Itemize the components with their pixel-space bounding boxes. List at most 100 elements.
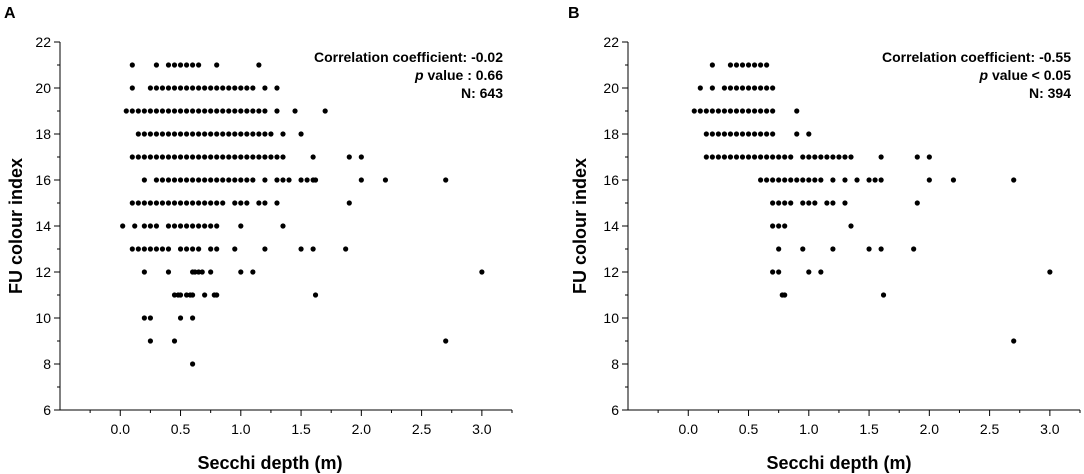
panel-b-x-tick-label: 0.0 xyxy=(679,421,699,437)
panel-a-data-point xyxy=(256,131,262,137)
panel-a-data-point xyxy=(274,177,280,183)
panel-a-data-point xyxy=(141,200,147,206)
panel-a-data-point xyxy=(129,108,135,114)
panel-a-data-point xyxy=(147,154,153,160)
panel-b-data-point xyxy=(697,85,703,91)
panel-a-data-point xyxy=(310,246,316,252)
panel-a-data-point xyxy=(238,154,244,160)
panel-a-data-point xyxy=(165,131,172,137)
panel-a-y-tick-label: 6 xyxy=(43,402,51,418)
panel-b-data-point xyxy=(709,154,715,160)
panel-a-n-label: N: 643 xyxy=(461,85,503,101)
panel-a-data-point xyxy=(196,246,202,252)
panel-b-data-point xyxy=(739,108,746,114)
panel-b-data-point xyxy=(757,108,764,114)
panel-a-y-tick-label: 20 xyxy=(35,80,51,96)
panel-b-data-point xyxy=(848,154,854,160)
panel-a-data-point xyxy=(358,154,364,160)
panel-a-data-point xyxy=(171,292,178,298)
panel-b-data-point xyxy=(830,200,836,206)
panel-a-data-point xyxy=(214,292,220,298)
panel-b-data-point xyxy=(1011,338,1017,344)
panel-a-data-point xyxy=(280,131,286,137)
panel-a-data-point xyxy=(153,131,160,137)
panel-a-data-point xyxy=(196,108,202,114)
panel-a-data-point xyxy=(165,200,172,206)
panel-b-data-point xyxy=(782,154,788,160)
panel-a-data-point xyxy=(129,85,135,91)
panel-b-data-point xyxy=(842,177,848,183)
panel-b-data-point xyxy=(703,131,709,137)
panel-b-data-point xyxy=(794,131,800,137)
panel-a-data-point xyxy=(214,85,220,91)
panel-a-data-point xyxy=(147,131,153,137)
panel-a-data-point xyxy=(310,154,316,160)
panel-a-data-point xyxy=(171,177,178,183)
panel-a-data-point xyxy=(226,108,232,114)
panel-b-y-tick-label: 18 xyxy=(603,126,619,142)
panel-b-data-point xyxy=(709,85,715,91)
panel-b-data-point xyxy=(776,223,782,229)
panel-a-data-point xyxy=(208,223,214,229)
panel-a-data-point xyxy=(220,131,226,137)
panel-b-data-point xyxy=(703,108,709,114)
panel-b-data-point xyxy=(830,246,836,252)
panel-a-x-tick-label: 0.5 xyxy=(171,421,191,437)
panel-b-x-ticks: 0.0 0.5 1.0 1.5 2.0 2.5 3.0 xyxy=(657,410,1081,437)
panel-a-data-point xyxy=(196,269,202,275)
panel-a-data-point xyxy=(196,131,202,137)
panel-a-data-point xyxy=(250,177,256,183)
panel-b-data-point xyxy=(866,177,872,183)
panel-b-data-point xyxy=(770,108,776,114)
panel-b-p-value-text: value < 0.05 xyxy=(988,67,1071,83)
panel-a-data-point xyxy=(232,108,238,114)
panel-a-data-point xyxy=(183,62,190,68)
panel-b-p-value-label: p value < 0.05 xyxy=(979,67,1072,83)
panel-b-data-point xyxy=(806,131,812,137)
panel-b-data-point xyxy=(800,177,806,183)
panel-a-data-point xyxy=(183,85,190,91)
panel-a-data-point xyxy=(141,177,147,183)
panel-a-data-point xyxy=(214,246,220,252)
panel-b-data-point xyxy=(776,269,782,275)
panel-b-data-point xyxy=(721,85,728,91)
panel-b-data-point xyxy=(800,200,806,206)
panel-a-p-value-label: p value : 0.66 xyxy=(414,67,503,83)
panel-b-correlation-label: Correlation coefficient: -0.55 xyxy=(882,49,1071,65)
panel-b-data-point xyxy=(764,108,770,114)
panel-a-data-point xyxy=(177,223,184,229)
panel-b-y-tick-label: 10 xyxy=(603,310,619,326)
panel-a-data-point xyxy=(196,62,202,68)
panel-a-data-point xyxy=(202,292,208,298)
panel-b-points xyxy=(691,62,1053,344)
panel-b-data-point xyxy=(733,62,740,68)
panel-b-data-point xyxy=(926,177,932,183)
panel-a-data-point xyxy=(132,223,138,229)
panel-a-data-point xyxy=(268,131,274,137)
panel-a-y-tick-label: 18 xyxy=(35,126,51,142)
panel-a-data-point xyxy=(226,154,232,160)
panel-a-axes xyxy=(59,42,512,411)
panel-b-data-point xyxy=(776,177,782,183)
panel-a-data-point xyxy=(256,154,262,160)
panel-b-data-point xyxy=(806,177,812,183)
panel-a-data-point xyxy=(208,108,214,114)
panel-a-data-point xyxy=(171,62,178,68)
panel-a-data-point xyxy=(159,154,166,160)
panel-a-data-point xyxy=(346,200,352,206)
panel-a-data-point xyxy=(171,154,178,160)
panel-a-data-point xyxy=(274,154,280,160)
panel-b-data-point xyxy=(836,154,842,160)
panel-a-data-point xyxy=(250,108,256,114)
panel-b-y-tick-label: 8 xyxy=(611,356,619,372)
panel-b-data-point xyxy=(818,154,824,160)
panel-a-data-point xyxy=(199,269,205,275)
panel-a-data-point xyxy=(244,154,250,160)
panel-b-data-point xyxy=(770,177,776,183)
panel-b-data-point xyxy=(751,62,758,68)
panel-a-data-point xyxy=(244,85,250,91)
panel-a-data-point xyxy=(232,177,238,183)
panel-b-data-point xyxy=(770,85,776,91)
panel-a-data-point xyxy=(189,85,196,91)
panel-a-y-tick-label: 16 xyxy=(35,172,51,188)
